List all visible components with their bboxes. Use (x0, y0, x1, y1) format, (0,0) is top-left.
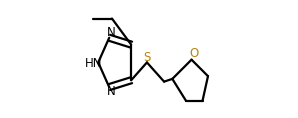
Text: O: O (189, 47, 199, 60)
Text: HN: HN (85, 57, 102, 70)
Text: N: N (107, 26, 116, 39)
Text: N: N (107, 85, 116, 98)
Text: S: S (143, 51, 150, 64)
